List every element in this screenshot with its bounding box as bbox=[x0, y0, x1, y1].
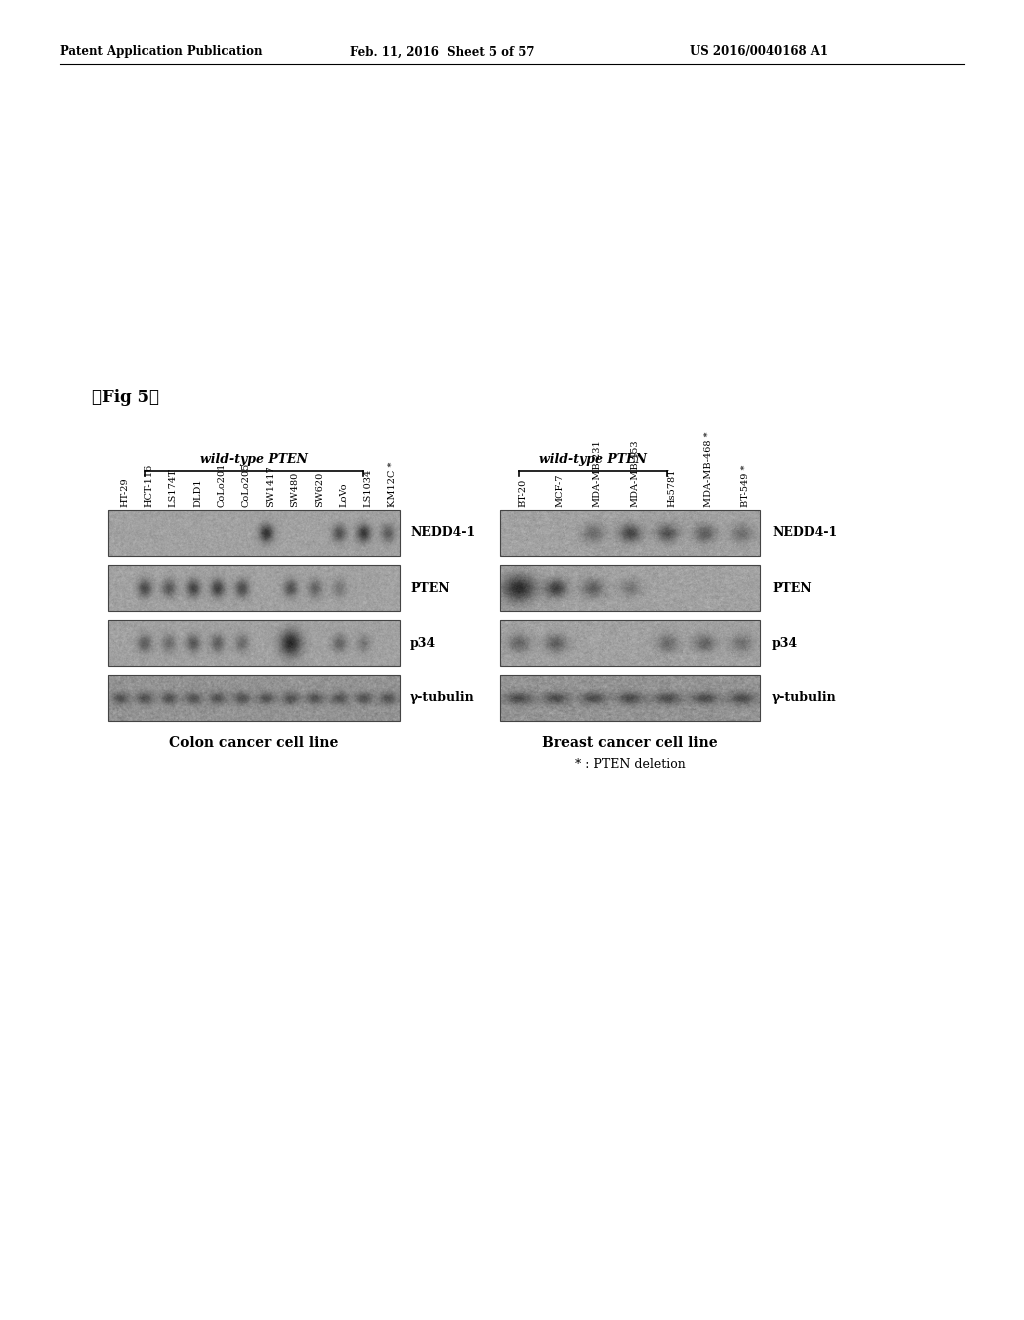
Text: p34: p34 bbox=[410, 636, 436, 649]
Text: MCF-7: MCF-7 bbox=[556, 474, 564, 507]
Text: DLD1: DLD1 bbox=[194, 478, 202, 507]
Text: Breast cancer cell line: Breast cancer cell line bbox=[542, 737, 718, 750]
Bar bbox=[500, 565, 760, 611]
Text: CoLo205: CoLo205 bbox=[242, 463, 251, 507]
Text: PTEN: PTEN bbox=[772, 582, 812, 594]
Text: NEDD4-1: NEDD4-1 bbox=[410, 527, 475, 540]
Text: SW1417: SW1417 bbox=[266, 465, 275, 507]
Text: γ-tubulin: γ-tubulin bbox=[410, 692, 475, 705]
Text: PTEN: PTEN bbox=[410, 582, 450, 594]
Bar bbox=[108, 675, 400, 721]
Text: Patent Application Publication: Patent Application Publication bbox=[60, 45, 262, 58]
Text: NEDD4-1: NEDD4-1 bbox=[772, 527, 838, 540]
Text: SW620: SW620 bbox=[314, 471, 324, 507]
Text: γ-tubulin: γ-tubulin bbox=[772, 692, 837, 705]
Text: MDA-MB-231: MDA-MB-231 bbox=[593, 440, 602, 507]
Text: CoLo201: CoLo201 bbox=[217, 462, 226, 507]
Text: MDA-MB-468 *: MDA-MB-468 * bbox=[705, 432, 714, 507]
Text: wild-type PTEN: wild-type PTEN bbox=[539, 453, 647, 466]
Text: * : PTEN deletion: * : PTEN deletion bbox=[574, 759, 685, 771]
Bar bbox=[500, 620, 760, 667]
Text: BT-549 *: BT-549 * bbox=[741, 465, 751, 507]
Text: US 2016/0040168 A1: US 2016/0040168 A1 bbox=[690, 45, 828, 58]
Text: MDA-MB-453: MDA-MB-453 bbox=[630, 440, 639, 507]
Text: KM12C *: KM12C * bbox=[388, 462, 397, 507]
Text: SW480: SW480 bbox=[291, 471, 299, 507]
Text: LS174T: LS174T bbox=[169, 469, 178, 507]
Bar bbox=[108, 510, 400, 556]
Text: Colon cancer cell line: Colon cancer cell line bbox=[169, 737, 339, 750]
Text: Hs578T: Hs578T bbox=[668, 469, 676, 507]
Text: BT-20: BT-20 bbox=[518, 479, 527, 507]
Bar bbox=[108, 565, 400, 611]
Text: Feb. 11, 2016  Sheet 5 of 57: Feb. 11, 2016 Sheet 5 of 57 bbox=[350, 45, 535, 58]
Bar bbox=[108, 620, 400, 667]
Bar bbox=[500, 675, 760, 721]
Bar bbox=[500, 510, 760, 556]
Text: p34: p34 bbox=[772, 636, 798, 649]
Text: HCT-116: HCT-116 bbox=[144, 463, 154, 507]
Text: 【Fig 5】: 【Fig 5】 bbox=[92, 389, 159, 407]
Text: wild-type PTEN: wild-type PTEN bbox=[200, 453, 308, 466]
Text: HT-29: HT-29 bbox=[120, 478, 129, 507]
Text: LS1034: LS1034 bbox=[364, 469, 373, 507]
Text: LoVo: LoVo bbox=[339, 483, 348, 507]
